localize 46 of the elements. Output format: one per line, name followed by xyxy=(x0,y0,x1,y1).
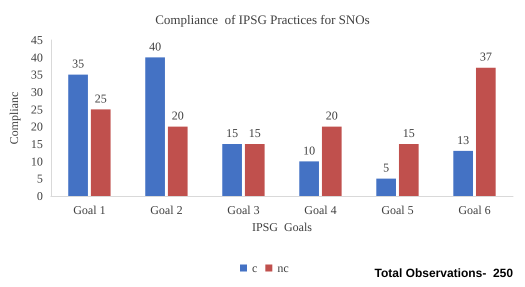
bar xyxy=(299,161,319,196)
data-label: 20 xyxy=(172,108,184,123)
bar xyxy=(244,144,265,196)
text: Total Observations- 250 xyxy=(374,266,514,280)
x-tick-label: Goal 5 xyxy=(381,203,414,217)
bar xyxy=(222,144,242,196)
data-label: 10 xyxy=(303,143,316,158)
bar xyxy=(168,126,188,196)
bar xyxy=(398,144,419,196)
data-label: 40 xyxy=(149,39,162,54)
y-tick-label: 40 xyxy=(30,50,43,64)
data-label: 5 xyxy=(383,160,390,175)
chart-title: Compliance of IPSG Practices for SNOs xyxy=(155,12,370,27)
bar xyxy=(322,126,342,196)
y-tick-label: 25 xyxy=(30,102,43,116)
y-tick-label: 30 xyxy=(30,85,43,99)
legend-label: nc xyxy=(277,261,289,275)
data-label: 15 xyxy=(402,126,415,140)
x-tick-label: Goal 6 xyxy=(458,203,491,217)
data-label: 37 xyxy=(480,50,492,64)
data-label: 20 xyxy=(326,108,338,123)
bar xyxy=(453,150,474,196)
data-label: 15 xyxy=(226,126,238,140)
bar xyxy=(145,57,165,196)
data-label: 35 xyxy=(72,56,84,71)
x-tick-label: Goal 4 xyxy=(304,203,337,217)
x-tick-label: Goal 3 xyxy=(227,203,260,217)
bar xyxy=(68,74,88,196)
y-tick-label: 35 xyxy=(30,68,43,82)
y-tick-label: 0 xyxy=(36,189,43,203)
y-tick-label: 20 xyxy=(30,120,43,134)
y-tick-label: 10 xyxy=(30,154,43,168)
bar xyxy=(476,68,496,196)
legend-label: c xyxy=(252,261,258,275)
y-tick-label: 45 xyxy=(30,33,43,47)
data-label: 15 xyxy=(248,126,261,140)
x-tick-label: Goal 1 xyxy=(73,203,106,217)
y-tick-label: 15 xyxy=(30,137,43,151)
x-axis-title: IPSG Goals xyxy=(252,220,312,234)
bar xyxy=(90,109,111,196)
bar xyxy=(376,178,396,196)
y-tick-label: 5 xyxy=(36,172,43,186)
data-label: 13 xyxy=(457,132,470,147)
y-axis-title: Complianc xyxy=(7,92,21,144)
data-label: 25 xyxy=(94,91,107,106)
x-tick-label: Goal 2 xyxy=(150,203,183,217)
